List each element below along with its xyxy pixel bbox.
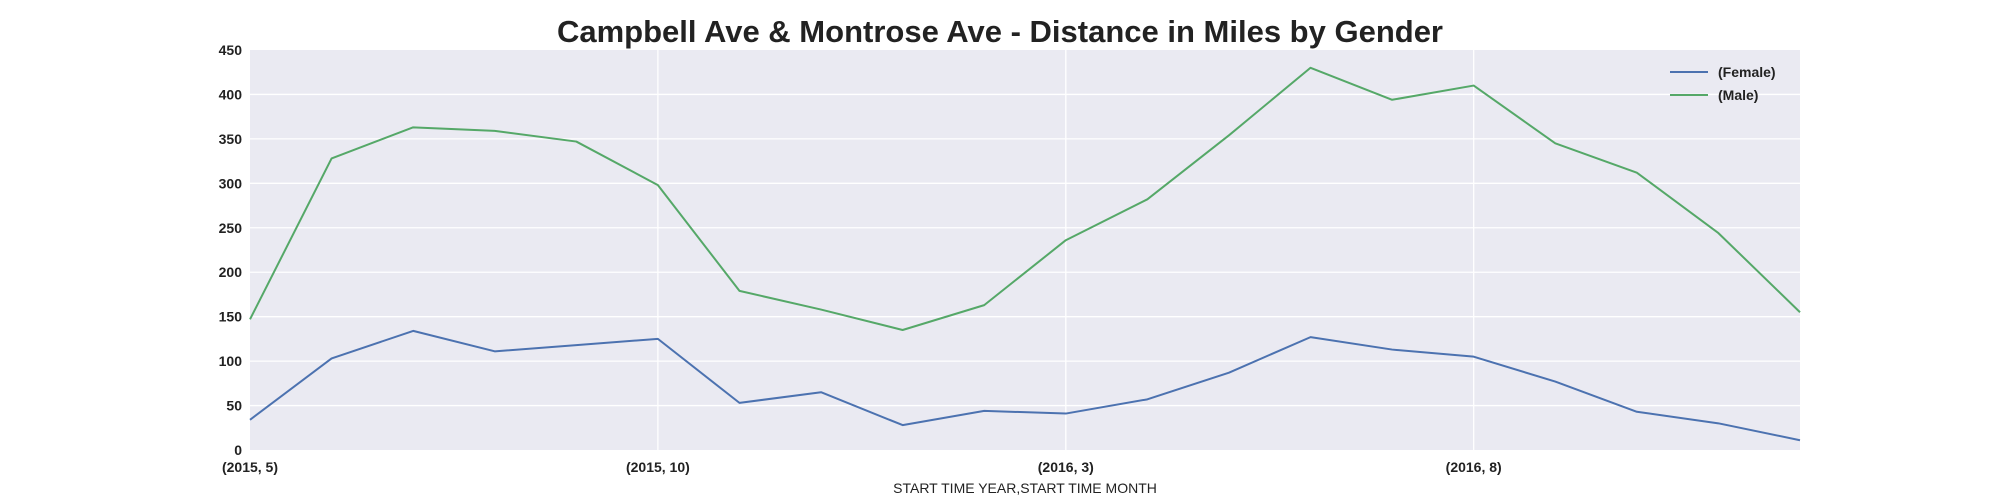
x-tick-label: (2016, 8): [1446, 459, 1502, 475]
x-tick-label: (2016, 3): [1038, 459, 1094, 475]
x-tick-label: (2015, 5): [222, 459, 278, 475]
y-tick-label: 50: [226, 398, 242, 414]
legend-label-male: (Male): [1718, 87, 1758, 103]
y-tick-label: 200: [219, 264, 243, 280]
x-tick-label: (2015, 10): [626, 459, 690, 475]
plot-area: [250, 50, 1800, 450]
y-axis-ticks: 0 50 100 150 200 250 300 350 400 450: [219, 42, 243, 458]
legend: (Female) (Male): [1670, 64, 1776, 103]
y-tick-label: 150: [219, 309, 243, 325]
chart-title: Campbell Ave & Montrose Ave - Distance i…: [557, 14, 1443, 49]
y-tick-label: 450: [219, 42, 243, 58]
legend-label-female: (Female): [1718, 64, 1776, 80]
y-tick-label: 350: [219, 131, 243, 147]
x-axis-ticks: (2015, 5) (2015, 10) (2016, 3) (2016, 8): [222, 459, 1502, 475]
y-tick-label: 100: [219, 353, 243, 369]
series-lines: [249, 66, 1801, 442]
y-tick-label: 400: [219, 86, 243, 102]
y-tick-label: 300: [219, 175, 243, 191]
y-tick-label: 250: [219, 220, 243, 236]
x-axis-label: START TIME YEAR,START TIME MONTH: [893, 480, 1157, 496]
series-line-female: [249, 329, 1801, 442]
y-tick-label: 0: [234, 442, 242, 458]
series-line-male: [249, 66, 1801, 331]
grid-lines: [250, 50, 1800, 450]
